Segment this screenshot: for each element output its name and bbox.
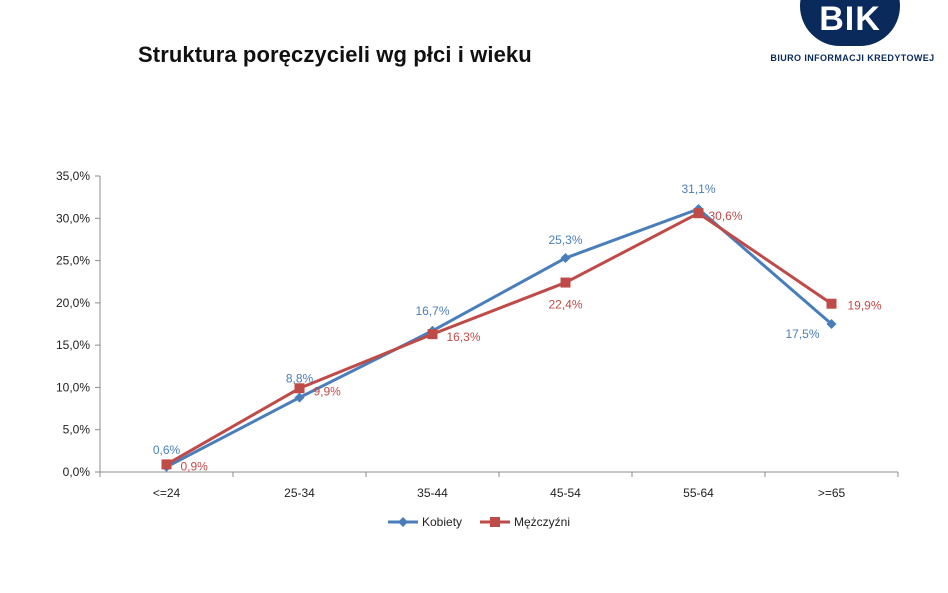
data-point-mezczyzni	[161, 459, 172, 470]
y-tick-label: 25,0%	[56, 254, 90, 268]
y-tick-label: 15,0%	[56, 338, 90, 352]
data-label-kobiety: 0,6%	[153, 443, 181, 457]
data-label-mezczyzni: 0,9%	[181, 459, 209, 473]
x-tick-label: 55-64	[683, 486, 714, 500]
data-label-kobiety: 17,5%	[785, 327, 819, 341]
data-point-mezczyzni	[427, 329, 438, 340]
data-label-mezczyzni: 16,3%	[447, 330, 481, 344]
data-label-kobiety: 25,3%	[548, 233, 582, 247]
legend-label-mezczyzni: Mężczyźni	[514, 515, 570, 529]
x-tick-label: 35-44	[417, 486, 448, 500]
data-point-kobiety	[294, 392, 305, 403]
legend-label-kobiety: Kobiety	[422, 515, 462, 529]
data-point-mezczyzni	[826, 298, 837, 309]
x-tick-label: <=24	[153, 486, 181, 500]
data-label-kobiety: 31,1%	[681, 182, 715, 196]
series-line-mezczyzni	[165, 211, 833, 466]
data-label-kobiety: 8,8%	[286, 372, 314, 386]
data-label-mezczyzni: 22,4%	[548, 298, 582, 312]
data-label-mezczyzni: 9,9%	[314, 384, 342, 398]
y-tick-label: 20,0%	[56, 296, 90, 310]
data-point-mezczyzni	[560, 277, 571, 288]
logo-text: BIK	[819, 0, 881, 38]
legend-marker-mezczyzni	[490, 517, 500, 527]
x-tick-label: 25-34	[284, 486, 315, 500]
y-tick-label: 5,0%	[63, 423, 91, 437]
series-line-kobiety	[165, 207, 833, 469]
y-tick-label: 30,0%	[56, 211, 90, 225]
x-tick-label: 45-54	[550, 486, 581, 500]
data-point-kobiety	[826, 319, 837, 329]
x-tick-label: >=65	[818, 486, 846, 500]
data-label-mezczyzni: 30,6%	[709, 209, 743, 223]
y-tick-label: 10,0%	[56, 380, 90, 394]
data-label-mezczyzni: 19,9%	[848, 299, 882, 313]
data-point-mezczyzni	[294, 383, 305, 394]
data-point-mezczyzni	[693, 208, 704, 219]
data-point-kobiety	[560, 253, 571, 264]
data-label-kobiety: 16,7%	[415, 304, 449, 318]
page-title: Struktura poręczycieli wg płci i wieku	[138, 42, 532, 67]
bik-logo: BIK BIURO INFORMACJI KREDYTOWEJ	[770, 0, 935, 70]
y-tick-label: 0,0%	[63, 465, 91, 479]
logo-badge	[800, 0, 900, 46]
y-tick-label: 35,0%	[56, 169, 90, 183]
legend-marker-kobiety	[398, 517, 408, 527]
logo-subtitle: BIURO INFORMACJI KREDYTOWEJ	[770, 53, 935, 63]
